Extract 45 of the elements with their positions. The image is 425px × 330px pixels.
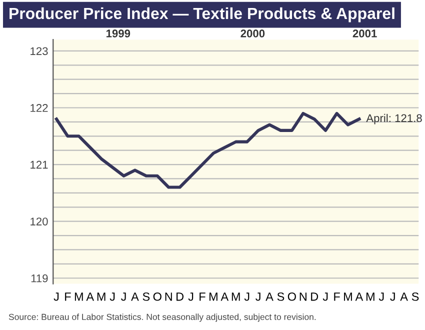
x-tick-label: F (200, 292, 206, 301)
x-tick-label: A (400, 292, 408, 301)
x-tick-label: F (334, 292, 340, 301)
text: 2001 (352, 30, 377, 38)
text: 1999 (106, 30, 130, 38)
x-tick-label: J (390, 292, 395, 301)
x-tick-label: J (244, 292, 250, 301)
y-tick-label: 122 (30, 104, 48, 112)
x-tick-label: A (266, 292, 274, 301)
x-tick-label: N (300, 292, 306, 301)
x-tick-label: M (74, 292, 83, 301)
chart-title: Producer Price Index — Textile Products & Apparel (10, 7, 394, 22)
x-tick-label: J (322, 292, 328, 301)
x-tick-label: J (110, 292, 115, 301)
x-tick-label: M (344, 292, 352, 301)
x-tick-label: J (120, 292, 126, 301)
text: 2000 (240, 30, 265, 38)
x-tick-label: D (176, 292, 184, 301)
x-tick-label: J (54, 292, 59, 301)
x-tick-label: J (378, 292, 384, 301)
x-tick-label: D (311, 292, 318, 301)
x-tick-label: M (232, 292, 240, 301)
y-tick-label: 121 (30, 160, 48, 169)
data-label: April: 121.8 (366, 114, 422, 124)
x-tick-label: M (97, 292, 106, 301)
y-tick-label: 120 (30, 218, 48, 226)
x-tick-label: M (210, 292, 218, 301)
y-tick-label: 119 (31, 274, 48, 282)
x-tick-label: O (288, 292, 296, 301)
y-tick-label: 123 (30, 47, 48, 56)
x-tick-label: S (412, 292, 419, 301)
x-tick-label: A (220, 292, 229, 301)
x-tick-label: J (256, 292, 260, 301)
line-series (54, 112, 361, 189)
x-tick-label: A (86, 292, 94, 301)
x-tick-label: F (65, 292, 71, 301)
x-tick-label: A (131, 292, 139, 301)
x-tick-label: M (366, 292, 374, 301)
source-note: Source: Bureau of Labor Statistics. Not seasonally adjusted, subject to revision. (8, 314, 316, 322)
x-tick-label: A (355, 292, 364, 301)
x-tick-label: N (165, 292, 172, 301)
x-tick-label: S (142, 292, 150, 301)
x-tick-label: O (153, 292, 162, 301)
x-tick-label: J (188, 292, 194, 301)
x-tick-label: S (277, 292, 284, 301)
